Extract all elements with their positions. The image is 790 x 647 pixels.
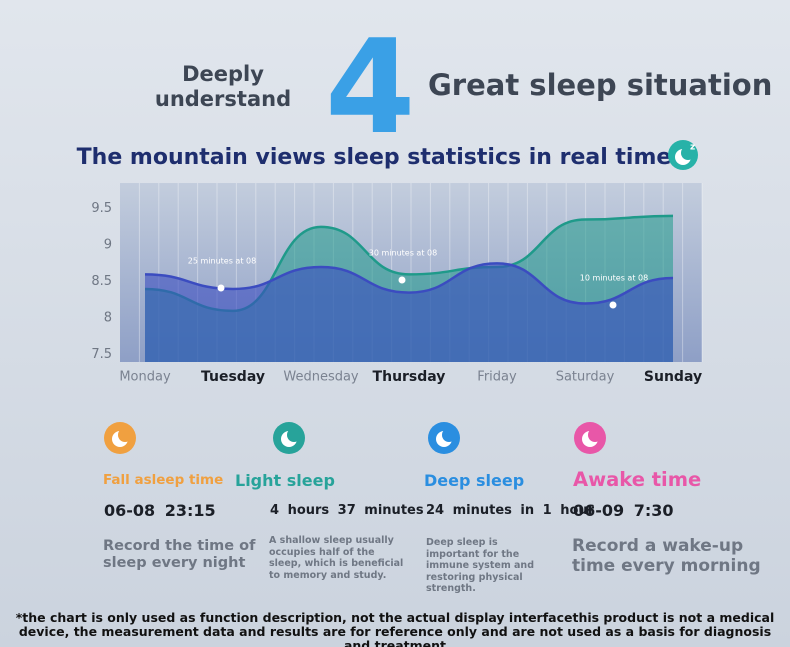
card-text: Record a wake-up time every morning: [572, 536, 761, 576]
sleep-icon-cut: [681, 146, 695, 160]
annotation: 30 minutes at 08: [369, 249, 437, 258]
x-tick-label: Thursday: [373, 369, 446, 385]
card-icon-cut: [287, 428, 301, 442]
card-text: A shallow sleep usually occupies half of…: [269, 535, 404, 581]
x-tick-label: Tuesday: [201, 369, 265, 385]
card-value: 06-09 7:30: [573, 500, 674, 520]
card-title: Fall asleep time: [103, 472, 224, 489]
y-tick-label: 8.5: [91, 274, 112, 289]
x-tick-label: Sunday: [644, 369, 702, 385]
y-tick-label: 8: [104, 311, 112, 326]
annotation-dot: [217, 284, 225, 292]
x-tick-label: Friday: [477, 370, 517, 385]
card-icon-cut: [118, 428, 132, 442]
y-tick-label: 7.5: [91, 347, 112, 362]
card-value: 24 minutes in 1 hour: [426, 502, 595, 518]
line: [144, 262, 674, 305]
card-value: 06-08 23:15: [104, 500, 216, 520]
card-text: Record the time of sleep every night: [103, 538, 256, 571]
card-title: Awake time: [573, 468, 702, 492]
header-right: Great sleep situation: [428, 68, 773, 102]
card-value: 4 hours 37 minutes: [270, 502, 424, 518]
annotation-dot: [609, 301, 617, 309]
annotation-dot: [398, 276, 406, 284]
footnote: *the chart is only used as function desc…: [15, 610, 775, 647]
header-left: Deeply understand: [154, 62, 292, 111]
header-number: 4: [325, 11, 416, 163]
y-tick-label: 9.5: [91, 201, 112, 216]
sleep-icon-z: z: [690, 143, 695, 153]
card-text: Deep sleep is important for the immune s…: [426, 537, 534, 594]
chart-title: The mountain views sleep statistics in r…: [77, 145, 672, 170]
x-tick-label: Saturday: [556, 370, 615, 385]
card-title: Light sleep: [235, 470, 335, 490]
annotation: 10 minutes at 08: [580, 274, 648, 283]
card-icon-cut: [442, 428, 456, 442]
card-title: Deep sleep: [424, 470, 525, 490]
card-icon-cut: [588, 428, 602, 442]
y-tick-label: 9: [104, 238, 112, 253]
x-tick-label: Monday: [119, 370, 171, 385]
x-tick-label: Wednesday: [283, 370, 359, 385]
annotation: 25 minutes at 08: [188, 257, 256, 266]
area: [145, 263, 673, 362]
